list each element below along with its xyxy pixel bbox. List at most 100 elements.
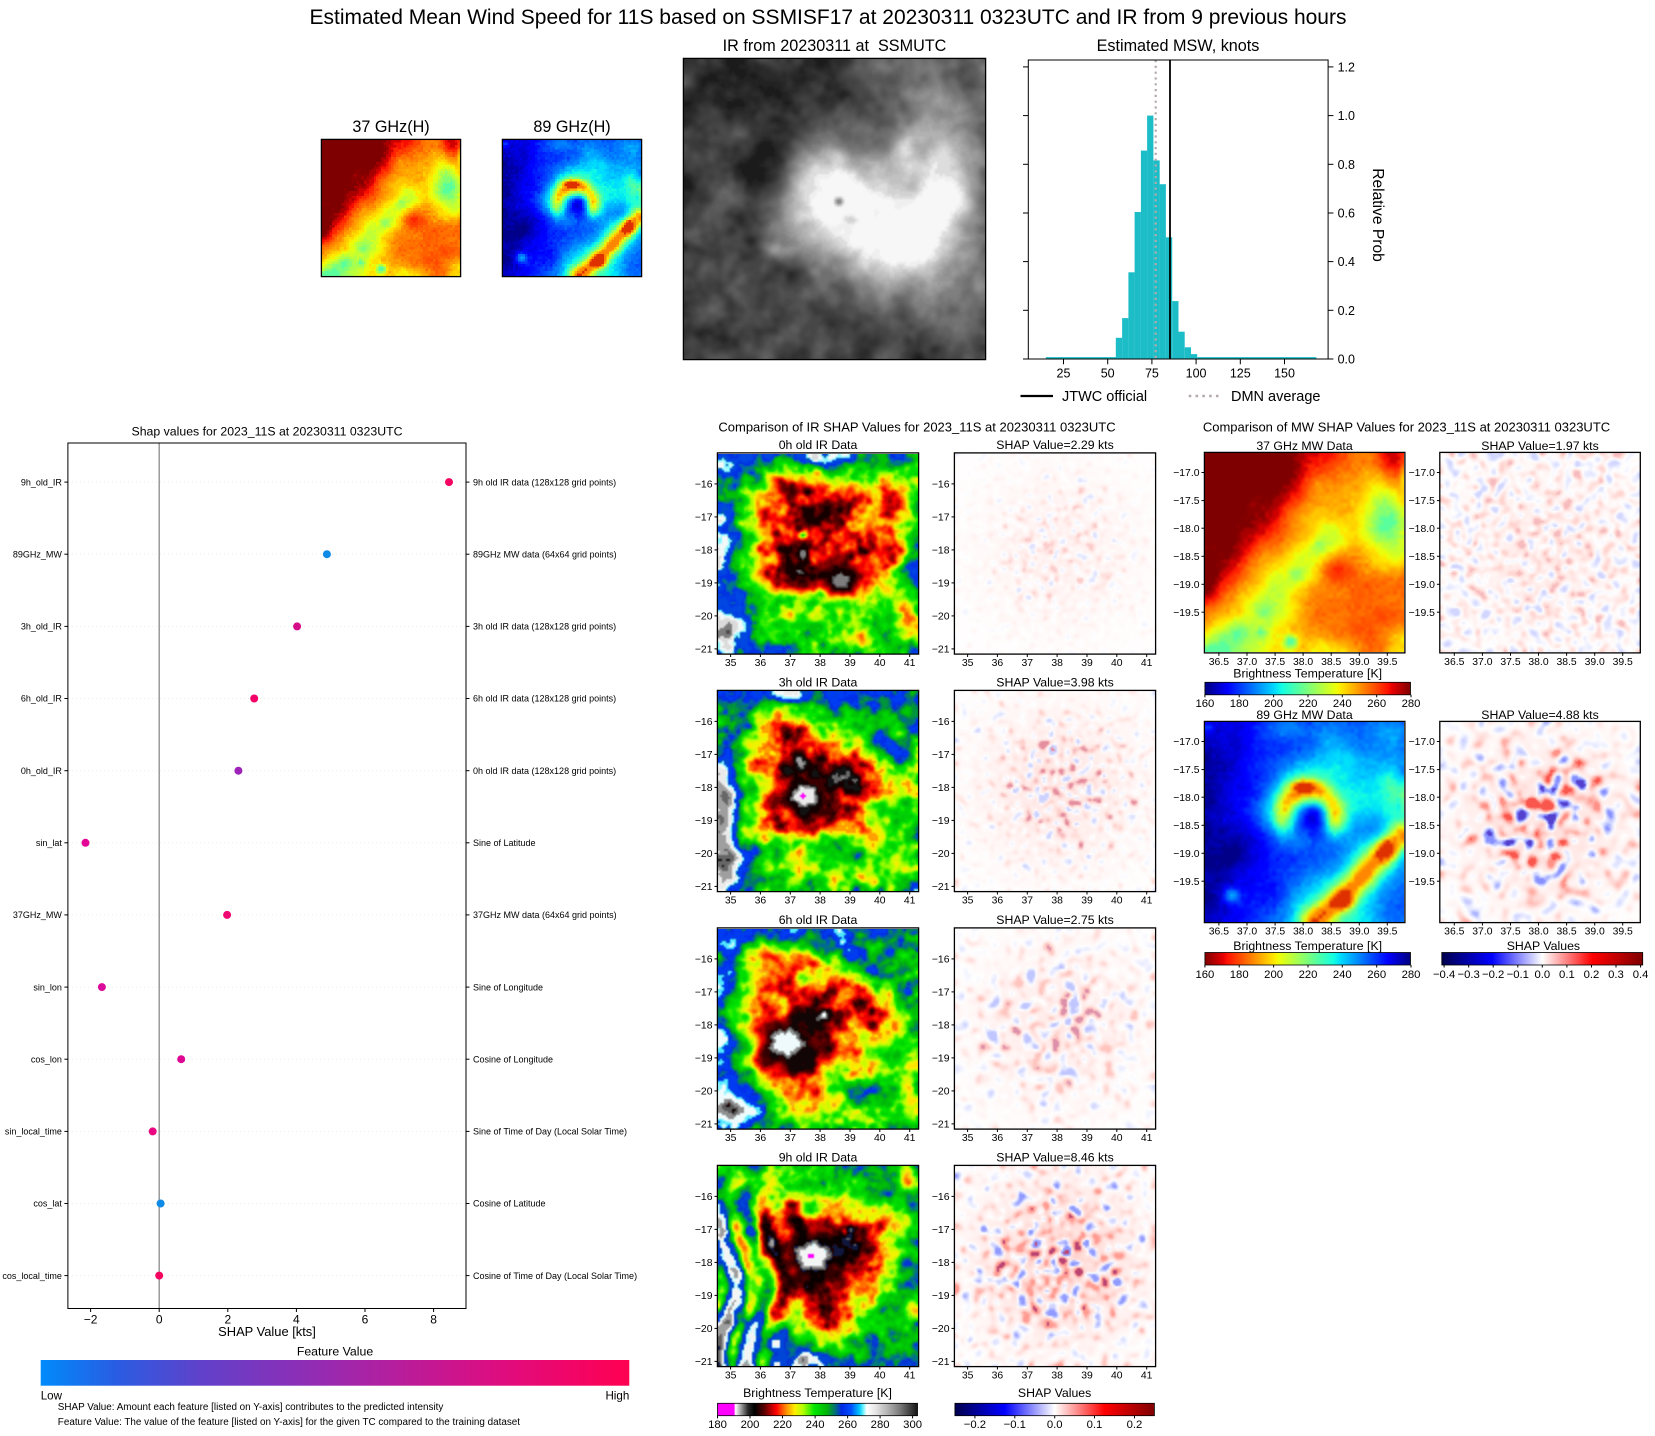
svg-text:−18.5: −18.5 — [1409, 552, 1436, 563]
svg-text:39.0: 39.0 — [1585, 657, 1605, 668]
svg-text:0.2: 0.2 — [1338, 304, 1355, 318]
svg-text:39.5: 39.5 — [1377, 657, 1397, 668]
svg-text:−21: −21 — [932, 882, 950, 893]
svg-text:SHAP Value [kts]: SHAP Value [kts] — [218, 1324, 316, 1339]
svg-text:Sine of Longitude: Sine of Longitude — [473, 982, 543, 992]
svg-text:36: 36 — [755, 896, 767, 907]
svg-text:260: 260 — [838, 1419, 857, 1431]
svg-text:SHAP Values: SHAP Values — [1018, 1386, 1091, 1400]
svg-text:−18.5: −18.5 — [1173, 552, 1200, 563]
svg-text:−16: −16 — [695, 1192, 713, 1203]
svg-text:36.5: 36.5 — [1444, 927, 1464, 938]
svg-text:41: 41 — [904, 658, 916, 669]
svg-text:−18.0: −18.0 — [1409, 793, 1436, 804]
svg-text:38.0: 38.0 — [1293, 657, 1313, 668]
svg-text:−20: −20 — [932, 612, 950, 623]
svg-text:37: 37 — [1022, 896, 1034, 907]
svg-text:0.4: 0.4 — [1633, 969, 1649, 981]
svg-text:40: 40 — [1111, 1133, 1123, 1144]
svg-text:Relative Prob: Relative Prob — [1369, 168, 1386, 262]
svg-text:39.0: 39.0 — [1349, 657, 1369, 668]
svg-text:40: 40 — [874, 658, 886, 669]
svg-text:35: 35 — [725, 1133, 737, 1144]
svg-text:cos_local_time: cos_local_time — [2, 1271, 62, 1281]
svg-text:38: 38 — [814, 896, 826, 907]
svg-text:−21: −21 — [695, 1357, 713, 1368]
svg-text:38: 38 — [1051, 658, 1063, 669]
svg-text:−19.0: −19.0 — [1173, 849, 1200, 860]
svg-text:Feature Value: The value of th: Feature Value: The value of the feature … — [58, 1417, 520, 1428]
svg-text:38.0: 38.0 — [1528, 927, 1548, 938]
svg-text:40: 40 — [874, 1371, 886, 1382]
svg-text:SHAP Value=8.46 kts: SHAP Value=8.46 kts — [996, 1151, 1113, 1165]
svg-text:240: 240 — [1333, 969, 1352, 981]
svg-text:−17.5: −17.5 — [1409, 496, 1436, 507]
svg-text:−20: −20 — [695, 849, 713, 860]
svg-text:−19: −19 — [932, 579, 950, 590]
svg-text:35: 35 — [962, 1133, 974, 1144]
svg-text:35: 35 — [725, 658, 737, 669]
svg-text:−17: −17 — [695, 988, 713, 999]
svg-text:39.5: 39.5 — [1377, 927, 1397, 938]
svg-text:−20: −20 — [695, 1324, 713, 1335]
svg-text:−20: −20 — [695, 1087, 713, 1098]
svg-text:0.0: 0.0 — [1534, 969, 1550, 981]
svg-text:−21: −21 — [695, 645, 713, 656]
svg-text:0.8: 0.8 — [1338, 158, 1355, 172]
svg-text:0.4: 0.4 — [1338, 255, 1355, 269]
svg-text:50: 50 — [1101, 367, 1115, 381]
svg-text:−16: −16 — [932, 1192, 950, 1203]
svg-text:−17: −17 — [932, 988, 950, 999]
svg-text:37.5: 37.5 — [1500, 657, 1520, 668]
svg-text:−19: −19 — [695, 1054, 713, 1065]
svg-text:−0.2: −0.2 — [964, 1419, 986, 1431]
svg-text:37: 37 — [785, 896, 797, 907]
svg-text:40: 40 — [1111, 1371, 1123, 1382]
svg-text:sin_lat: sin_lat — [36, 838, 63, 848]
svg-text:−17.5: −17.5 — [1173, 765, 1200, 776]
svg-text:89 GHz(H): 89 GHz(H) — [533, 118, 610, 136]
svg-text:−16: −16 — [695, 480, 713, 491]
svg-text:220: 220 — [1299, 698, 1318, 710]
svg-text:0h old IR data (128x128 grid p: 0h old IR data (128x128 grid points) — [473, 766, 616, 776]
svg-text:2: 2 — [224, 1313, 231, 1327]
svg-text:41: 41 — [904, 1133, 916, 1144]
svg-text:3h old IR data (128x128 grid p: 3h old IR data (128x128 grid points) — [473, 622, 616, 632]
svg-text:38.5: 38.5 — [1321, 657, 1341, 668]
svg-text:37: 37 — [1022, 1371, 1034, 1382]
svg-text:Estimated MSW, knots: Estimated MSW, knots — [1097, 37, 1260, 55]
svg-text:−17.0: −17.0 — [1173, 468, 1200, 479]
svg-text:0.3: 0.3 — [1608, 969, 1624, 981]
svg-text:100: 100 — [1186, 367, 1207, 381]
svg-text:−19.0: −19.0 — [1173, 580, 1200, 591]
svg-text:35: 35 — [725, 896, 737, 907]
svg-text:0.0: 0.0 — [1047, 1419, 1063, 1431]
svg-text:0.6: 0.6 — [1338, 207, 1355, 221]
svg-text:sin_lon: sin_lon — [33, 982, 62, 992]
svg-text:−17.5: −17.5 — [1409, 765, 1436, 776]
svg-text:180: 180 — [708, 1419, 727, 1431]
svg-text:Comparison of IR SHAP Values f: Comparison of IR SHAP Values for 2023_11… — [718, 420, 1115, 435]
svg-text:1.2: 1.2 — [1338, 60, 1355, 74]
svg-text:0: 0 — [156, 1313, 163, 1327]
svg-text:Shap values for 2023_11S at 20: Shap values for 2023_11S at 20230311 032… — [132, 425, 403, 439]
svg-text:37 GHz MW Data: 37 GHz MW Data — [1256, 439, 1353, 453]
svg-text:89 GHz MW Data: 89 GHz MW Data — [1256, 708, 1353, 722]
svg-text:38: 38 — [814, 658, 826, 669]
svg-text:−18: −18 — [932, 783, 950, 794]
svg-text:75: 75 — [1145, 367, 1159, 381]
svg-text:260: 260 — [1367, 698, 1386, 710]
svg-text:−18: −18 — [932, 1258, 950, 1269]
svg-text:Estimated Mean Wind Speed for: Estimated Mean Wind Speed for 11S based … — [310, 6, 1347, 29]
svg-text:39.0: 39.0 — [1585, 927, 1605, 938]
svg-text:−18.5: −18.5 — [1409, 821, 1436, 832]
svg-text:36.5: 36.5 — [1209, 657, 1229, 668]
svg-text:−16: −16 — [932, 955, 950, 966]
svg-text:−18: −18 — [695, 546, 713, 557]
svg-text:41: 41 — [1141, 1133, 1153, 1144]
svg-text:38.0: 38.0 — [1293, 927, 1313, 938]
svg-text:300: 300 — [903, 1419, 922, 1431]
svg-text:−20: −20 — [695, 612, 713, 623]
svg-text:−17.0: −17.0 — [1173, 737, 1200, 748]
svg-text:37.0: 37.0 — [1472, 927, 1492, 938]
